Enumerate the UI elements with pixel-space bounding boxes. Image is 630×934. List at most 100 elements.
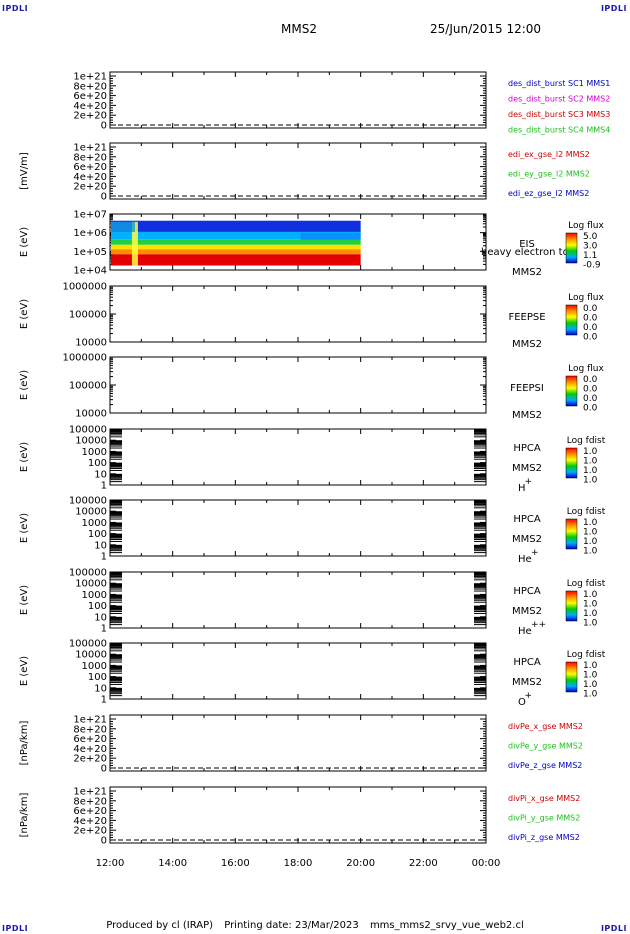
y-axis-label: [nPa/km] <box>19 793 30 838</box>
y-tick-label: 100000 <box>69 639 107 650</box>
y-tick-label: 10 <box>94 540 107 551</box>
species-label: H <box>518 483 526 494</box>
y-tick-label: 1000 <box>82 447 107 458</box>
legend-entry: divPe_z_gse MMS2 <box>508 761 582 770</box>
overlay-label: heavy electron to <box>481 247 569 258</box>
y-tick-label: 100000 <box>69 496 107 507</box>
y-tick-label: 8e+20 <box>73 724 107 735</box>
colorbar-value: 1.0 <box>583 447 598 457</box>
y-tick-label: 4e+20 <box>73 172 107 183</box>
y-axis-label: E (eV) <box>19 585 30 615</box>
y-tick-label: 4e+20 <box>73 101 107 112</box>
corner-label-br: IPDLI <box>600 924 627 933</box>
panel-frame-feepse <box>109 285 487 343</box>
y-tick-label: 100000 <box>69 568 107 579</box>
y-tick-label: 100 <box>88 458 107 469</box>
colorbar <box>565 375 578 407</box>
legend-entry: edi_ez_gse_l2 MMS2 <box>508 189 589 198</box>
colorbar-value: 1.0 <box>583 476 598 486</box>
panel-frame-divpe <box>109 714 487 772</box>
y-tick-label: 0 <box>101 192 107 203</box>
species-label: He <box>518 554 532 565</box>
colorbar-title: Log fdist <box>567 650 606 660</box>
instrument-label: HPCA <box>513 443 541 454</box>
y-tick-label: 10 <box>94 469 107 480</box>
colorbar <box>565 304 578 336</box>
y-tick-label: 6e+20 <box>73 734 107 745</box>
y-tick-label: 8e+20 <box>73 796 107 807</box>
y-tick-label: 4e+20 <box>73 816 107 827</box>
legend-entry: des_dist_burst SC2 MMS2 <box>508 95 610 104</box>
colorbar-value: 0.0 <box>583 375 598 385</box>
colorbar-title: Log fdist <box>567 579 606 589</box>
colorbar-value: 1.1 <box>583 251 597 261</box>
y-axis-label: E (eV) <box>19 299 30 329</box>
y-tick-label: 1000 <box>82 661 107 672</box>
instrument-label: HPCA <box>513 586 541 597</box>
colorbar-value: 3.0 <box>583 242 598 252</box>
colorbar-value: 0.0 <box>583 385 598 395</box>
legend-entry: edi_ey_gse_l2 MMS2 <box>508 170 590 179</box>
spacecraft-label: MMS2 <box>512 677 542 688</box>
y-tick-label: 1e+21 <box>73 143 107 154</box>
y-tick-label: 0 <box>101 836 107 847</box>
x-tick-label: 16:00 <box>221 858 250 869</box>
colorbar-value: 1.0 <box>583 609 598 619</box>
y-axis-label: [mV/m] <box>19 152 30 190</box>
spacecraft-label: MMS2 <box>512 339 542 350</box>
colorbar-value: 5.0 <box>583 232 598 242</box>
spectrogram-band <box>111 244 361 250</box>
y-tick-label: 1e+21 <box>73 72 107 83</box>
y-tick-label: 10000 <box>75 650 107 661</box>
y-tick-label: 1e+04 <box>73 266 107 277</box>
y-tick-label: 1000000 <box>62 353 107 364</box>
spacecraft-label: MMS2 <box>512 463 542 474</box>
colorbar-value: 1.0 <box>583 537 598 547</box>
spectrogram-feature <box>131 221 138 266</box>
legend-entry: divPe_x_gse MMS2 <box>508 722 583 731</box>
y-tick-label: 10 <box>94 612 107 623</box>
charge-label: + <box>531 548 539 558</box>
colorbar-value: 1.0 <box>583 457 598 467</box>
y-tick-label: 10000 <box>75 409 107 420</box>
legend-entry: des_dist_burst SC4 MMS4 <box>508 126 610 135</box>
y-tick-label: 100000 <box>69 381 107 392</box>
y-tick-label: 6e+20 <box>73 91 107 102</box>
spacecraft-label: MMS2 <box>512 534 542 545</box>
y-tick-label: 1000 <box>82 590 107 601</box>
y-axis-label: E (eV) <box>19 442 30 472</box>
colorbar-title: Log flux <box>568 293 604 303</box>
x-tick-label: 12:00 <box>96 858 125 869</box>
colorbar-value: 1.0 <box>583 671 598 681</box>
colorbar-value: 1.0 <box>583 528 598 538</box>
colorbar <box>565 661 578 693</box>
y-tick-label: 2e+20 <box>73 111 107 122</box>
y-tick-label: 6e+20 <box>73 162 107 173</box>
panel-frame-hpca_he2 <box>109 571 487 629</box>
colorbar-value: 1.0 <box>583 690 598 700</box>
colorbar-value: 1.0 <box>583 547 598 557</box>
corner-label-tl: IPDLI <box>2 4 29 13</box>
spectrogram-band <box>111 231 361 240</box>
y-tick-label: 1 <box>101 552 107 563</box>
y-tick-label: 4e+20 <box>73 744 107 755</box>
y-tick-label: 1e+21 <box>73 715 107 726</box>
spacecraft-label: MMS2 <box>512 267 542 278</box>
colorbar-value: 0.0 <box>583 304 598 314</box>
x-tick-label: 20:00 <box>346 858 375 869</box>
y-tick-label: 10000 <box>75 579 107 590</box>
colorbar-title: Log fdist <box>567 507 606 517</box>
y-axis-label: E (eV) <box>19 370 30 400</box>
corner-label-bl: IPDLI <box>2 924 29 933</box>
x-tick-label: 22:00 <box>409 858 438 869</box>
legend-entry: divPi_y_gse MMS2 <box>508 814 580 823</box>
spectrogram-band <box>111 254 361 266</box>
colorbar-value: 0.0 <box>583 333 598 343</box>
instrument-label: FEEPSI <box>510 383 544 394</box>
spectrogram-band <box>111 239 361 245</box>
spectrogram-feature <box>111 221 135 232</box>
y-tick-label: 1e+05 <box>73 247 107 258</box>
colorbar-title: Log fdist <box>567 436 606 446</box>
legend-entry: edi_ex_gse_l2 MMS2 <box>508 150 590 159</box>
